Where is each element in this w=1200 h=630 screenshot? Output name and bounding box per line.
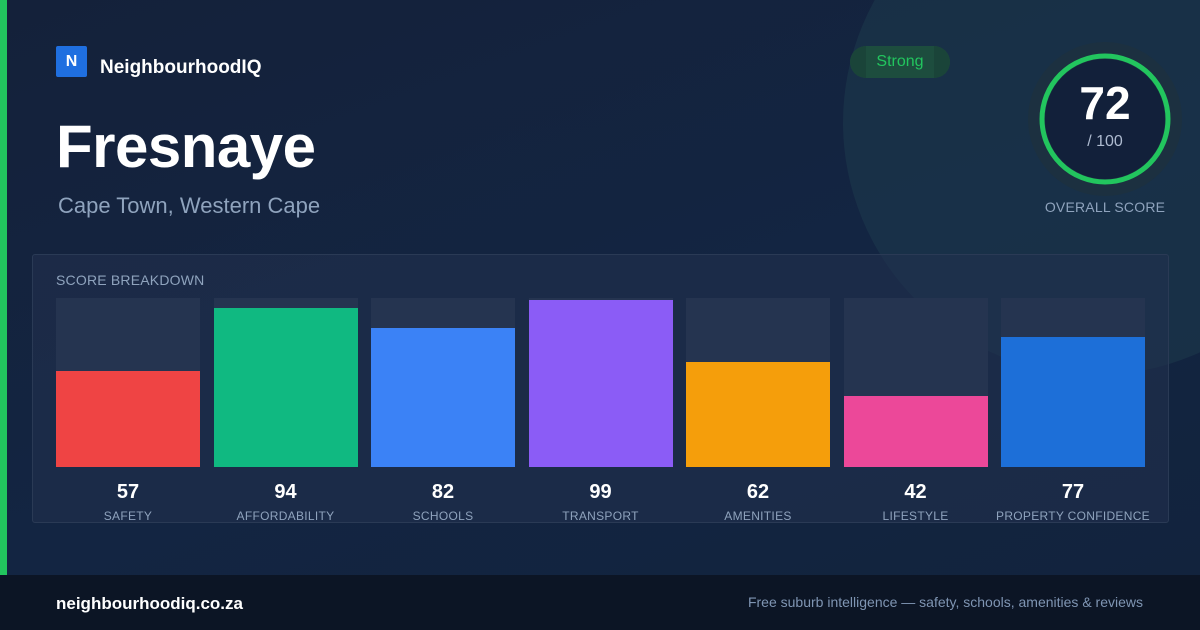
score-bar-fill bbox=[1001, 337, 1145, 467]
suburb-name: Fresnaye bbox=[56, 113, 316, 180]
score-bar-value: 99 bbox=[589, 481, 612, 503]
score-bar-affordability: 94 AFFORDABILITY bbox=[213, 298, 358, 523]
score-bar-value: 57 bbox=[116, 481, 140, 503]
score-bar-label: SAFETY bbox=[103, 509, 153, 523]
score-bar-lifestyle: 42 LIFESTYLE bbox=[843, 298, 988, 523]
score-bar-value: 62 bbox=[746, 481, 770, 503]
score-bar-label: PROPERTY CONFIDENCE bbox=[996, 509, 1150, 523]
rating-badge-label: Strong bbox=[876, 53, 924, 70]
score-bar-track bbox=[1001, 298, 1145, 467]
accent-bar bbox=[0, 0, 7, 575]
score-breakdown-panel: SCORE BREAKDOWN 57 SAFETY 94 AFFORDABILITY 8… bbox=[32, 254, 1169, 523]
score-bar-track bbox=[843, 298, 988, 467]
score-bar-value: 42 bbox=[904, 481, 927, 503]
score-bar-amenities: 62 AMENITIES bbox=[686, 298, 830, 523]
score-bar-track bbox=[528, 298, 673, 467]
overall-score-caption: OVERALL SCORE bbox=[1044, 199, 1166, 215]
score-bar-fill bbox=[528, 300, 673, 467]
score-bar-safety: 57 SAFETY bbox=[56, 298, 200, 523]
share-card: N NeighbourhoodIQ Fresnaye Cape Town, We… bbox=[0, 0, 1200, 575]
score-bar-fill bbox=[56, 371, 200, 467]
suburb-location: Cape Town, Western Cape bbox=[58, 193, 321, 218]
score-bar-fill bbox=[843, 396, 988, 467]
score-bar-label: TRANSPORT bbox=[562, 509, 639, 523]
score-bar-label: AFFORDABILITY bbox=[236, 509, 335, 523]
score-breakdown-title: SCORE BREAKDOWN bbox=[56, 272, 205, 288]
score-bar-track bbox=[213, 298, 358, 467]
rating-badge: Strong bbox=[850, 46, 950, 78]
footer-url[interactable]: neighbourhoodiq.co.za bbox=[56, 594, 243, 613]
logo-icon: N bbox=[56, 46, 87, 77]
score-bar-transport: 99 TRANSPORT bbox=[528, 298, 673, 523]
score-bar-label: AMENITIES bbox=[724, 509, 792, 523]
score-bar-track bbox=[686, 298, 830, 467]
score-bar-fill bbox=[213, 308, 358, 467]
score-bar-track bbox=[371, 298, 515, 467]
score-breakdown-bars: 57 SAFETY 94 AFFORDABILITY 82 SCHOOLS 99 TRANSP… bbox=[56, 298, 1150, 523]
footer: neighbourhoodiq.co.za Free suburb intell… bbox=[0, 575, 1200, 630]
score-bar-value: 77 bbox=[1061, 481, 1085, 503]
brand-name: NeighbourhoodIQ bbox=[100, 56, 262, 78]
footer-tagline: Free suburb intelligence — safety, schoo… bbox=[747, 594, 1143, 610]
score-bar-value: 94 bbox=[274, 481, 297, 503]
overall-score-value: 72 bbox=[1079, 77, 1131, 129]
score-bar-track bbox=[56, 298, 200, 467]
score-bar-fill bbox=[371, 328, 515, 467]
score-bar-schools: 82 SCHOOLS bbox=[371, 298, 515, 523]
score-bar-property-confidence: 77 PROPERTY CONFIDENCE bbox=[996, 298, 1150, 523]
overall-score-max: / 100 bbox=[1087, 133, 1123, 150]
brand: N NeighbourhoodIQ bbox=[56, 46, 262, 78]
score-bar-value: 82 bbox=[431, 481, 455, 503]
score-ring-graphic bbox=[1028, 42, 1182, 196]
score-bar-fill bbox=[686, 362, 830, 467]
score-bar-label: SCHOOLS bbox=[412, 509, 474, 523]
score-bar-label: LIFESTYLE bbox=[882, 509, 949, 523]
overall-score-ring: 72 / 100 bbox=[1028, 42, 1182, 196]
